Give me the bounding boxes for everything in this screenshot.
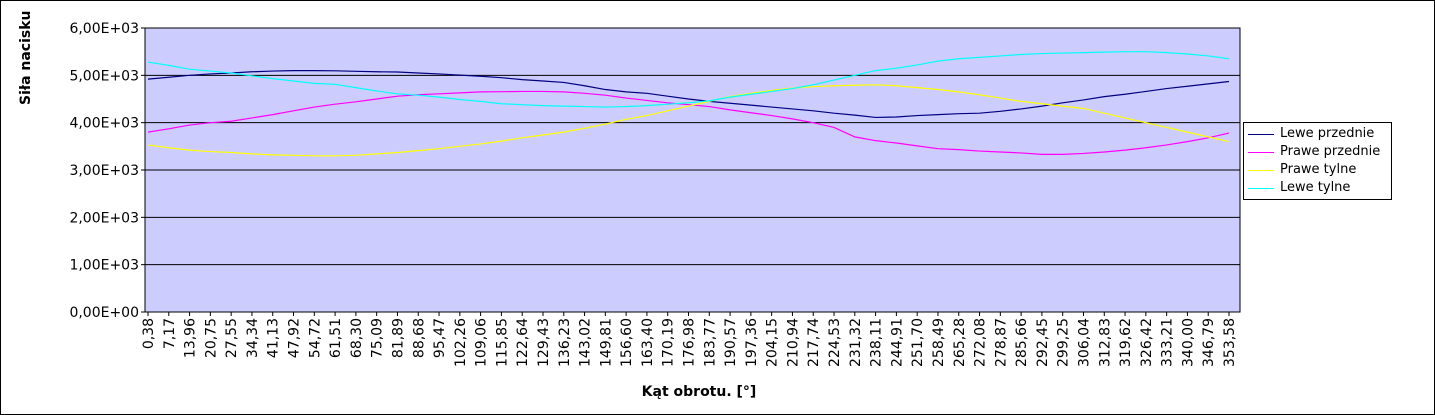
x-tick-label: 34,34 [245,318,261,358]
x-tick-label: 340,00 [1180,318,1196,367]
x-tick-label: 190,57 [723,318,739,367]
x-tick-label: 109,06 [474,318,490,367]
x-tick-label: 75,09 [370,318,386,358]
x-tick-label: 47,92 [287,318,303,358]
legend-item: Prawe przednie [1244,143,1391,161]
x-tick-label: 326,42 [1139,318,1155,367]
x-tick-label: 156,60 [619,318,635,367]
x-tick-label: 170,19 [661,318,677,367]
x-tick-label: 0,38 [141,318,157,349]
x-tick-label: 231,32 [848,318,864,367]
x-tick-label: 27,55 [224,318,240,358]
x-tick-label: 88,68 [411,318,427,358]
legend-swatch [1248,134,1274,135]
legend-swatch [1248,188,1274,189]
x-tick-label: 183,77 [702,318,718,367]
x-tick-label: 224,53 [827,318,843,367]
x-tick-label: 149,81 [598,318,614,367]
y-tick-label: 2,00E+03 [69,210,139,226]
y-tick-label: 5,00E+03 [69,68,139,84]
x-tick-label: 333,21 [1160,318,1176,367]
x-axis-title: Kąt obrotu. [°] [642,384,757,400]
legend-label: Lewe przednie [1280,126,1375,141]
x-tick-label: 217,74 [806,318,822,367]
x-tick-label: 13,96 [183,318,199,358]
legend-swatch [1248,152,1274,153]
series-line [147,51,1230,108]
x-tick-label: 143,02 [578,318,594,367]
y-tick-label: 0,00E+00 [69,305,139,321]
x-tick-label: 251,70 [910,318,926,367]
x-tick-label: 129,43 [536,318,552,367]
x-tick-label: 278,87 [993,318,1009,367]
x-tick-label: 102,26 [453,318,469,367]
legend-label: Lewe tylne [1280,180,1351,195]
x-tick-label: 346,79 [1201,318,1217,367]
x-tick-label: 136,23 [557,318,573,367]
x-tick-label: 272,08 [973,318,989,367]
y-tick-label: 1,00E+03 [69,258,139,274]
x-tick-label: 7,17 [162,318,178,349]
legend: Lewe przednie Prawe przednie Prawe tylne Le… [1243,122,1392,200]
x-tick-label: 197,36 [744,318,760,367]
x-tick-label: 115,85 [494,318,510,367]
x-tick-label: 292,45 [1035,318,1051,367]
x-tick-label: 258,49 [931,318,947,367]
x-tick-label: 61,51 [328,318,344,358]
x-tick-label: 265,28 [952,318,968,367]
y-tick-label: 3,00E+03 [69,163,139,179]
x-tick-label: 319,62 [1118,318,1134,367]
x-tick-label: 244,91 [889,318,905,367]
x-tick-label: 285,66 [1014,318,1030,367]
legend-swatch [1248,170,1274,171]
x-tick-label: 176,98 [682,318,698,367]
x-tick-label: 122,64 [515,318,531,367]
legend-label: Prawe tylne [1280,162,1357,177]
legend-item: Lewe przednie [1244,125,1391,143]
series-line [147,84,1230,157]
x-tick-label: 353,58 [1222,318,1238,367]
x-tick-label: 68,30 [349,318,365,358]
x-tick-label: 299,25 [1056,318,1072,367]
x-tick-label: 54,72 [307,318,323,358]
x-tick-label: 306,04 [1076,318,1092,367]
x-tick-label: 204,15 [765,318,781,367]
x-tick-label: 41,13 [266,318,282,358]
legend-item: Lewe tylne [1244,179,1391,197]
x-tick-label: 163,40 [640,318,656,367]
legend-label: Prawe przednie [1280,144,1381,159]
y-axis-title: Siła nacisku [18,10,34,105]
y-tick-label: 6,00E+03 [69,21,139,37]
x-tick-label: 238,11 [869,318,885,367]
x-tick-label: 312,83 [1097,318,1113,367]
x-tick-label: 95,47 [432,318,448,358]
x-tick-label: 210,94 [785,318,801,367]
x-tick-label: 20,75 [203,318,219,358]
series-line [147,90,1230,155]
legend-item: Prawe tylne [1244,161,1391,179]
x-tick-label: 81,89 [390,318,406,358]
y-tick-label: 4,00E+03 [69,116,139,132]
